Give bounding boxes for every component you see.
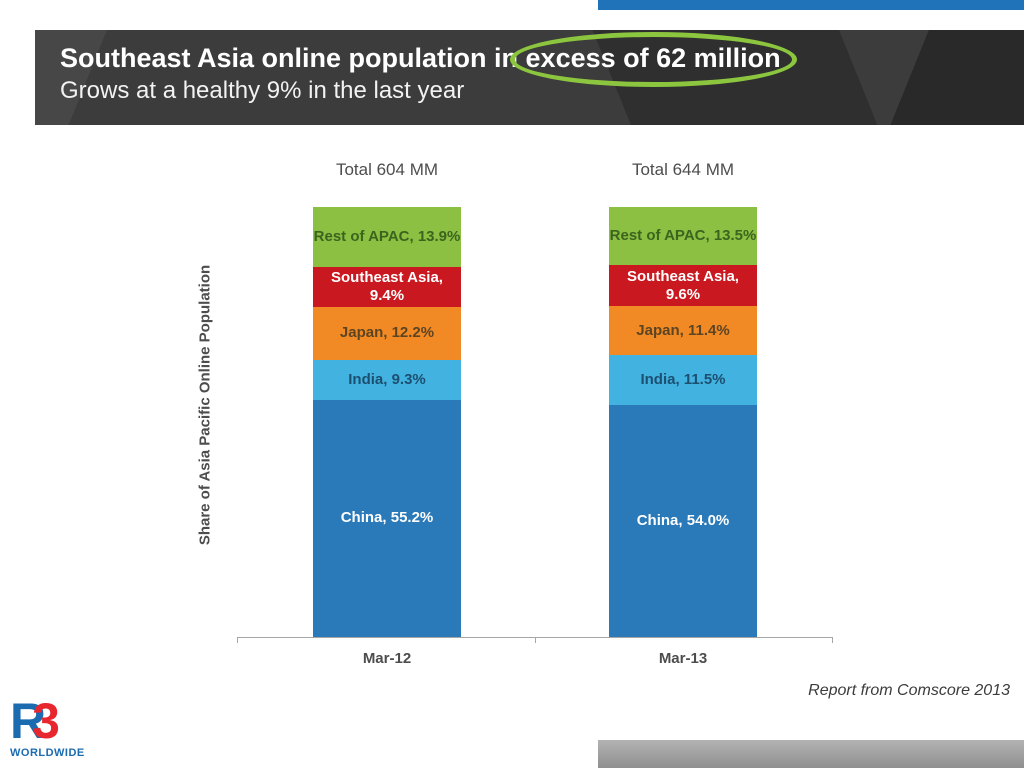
bar-segment-label: India, 9.3% [348,370,426,388]
slide-title-highlight: excess of 62 million [509,32,797,88]
bar-segment-southeast-asia: Southeast Asia, 9.4% [313,266,461,308]
x-axis-tick [832,637,833,643]
slide-title: Southeast Asia online population in exce… [60,32,1024,88]
bar-segment-china: China, 54.0% [609,404,757,637]
bar-column-mar-13: Total 644 MM Rest of APAC, 13.5% Southeast… [609,160,757,667]
bar-segment-label: Southeast Asia, 9.4% [331,268,443,304]
bar-segment-rest-of-apac: Rest of APAC, 13.5% [609,207,757,266]
bar-segment-india: India, 11.5% [609,355,757,405]
x-axis-tick [237,637,238,643]
logo-digit-3: 3 [32,693,60,749]
bar-segment-label: China, 54.0% [636,511,730,529]
logo-caption: WORLDWIDE [10,746,85,759]
bar-segment-label: Japan, 11.4% [636,321,730,339]
x-axis-category-label: Mar-12 [362,650,412,667]
stacked-bar: Rest of APAC, 13.9% Southeast Asia, 9.4% J… [313,207,461,637]
bar-segment-label: China, 55.2% [340,509,434,527]
slide-subtitle: Grows at a healthy 9% in the last year [60,77,465,105]
bar-segment-india: India, 9.3% [313,359,461,400]
chart-area: Total 604 MM Rest of APAC, 13.9% Southeast… [313,160,757,667]
bar-segment-label: India, 11.5% [640,371,726,389]
company-logo: R3 WORLDWIDE [10,696,120,759]
bottom-accent-bar [598,740,1024,768]
slide-header: Southeast Asia online population in exce… [35,30,1024,125]
logo-letter-r: R [10,693,46,749]
bar-column-mar-12: Total 604 MM Rest of APAC, 13.9% Southeast… [313,160,461,667]
stacked-bar: Rest of APAC, 13.5% Southeast Asia, 9.6% J… [609,207,757,637]
slide-title-prefix: Southeast Asia online population in [60,43,519,73]
bar-segment-rest-of-apac: Rest of APAC, 13.9% [313,207,461,267]
source-note: Report from Comscore 2013 [808,682,1010,699]
bar-segment-label: Rest of APAC, 13.9% [313,227,461,245]
bar-total-label: Total 644 MM [631,160,735,179]
bar-segment-southeast-asia: Southeast Asia, 9.6% [609,265,757,307]
y-axis-label: Share of Asia Pacific Online Population [196,264,214,546]
bar-segment-japan: Japan, 11.4% [609,306,757,356]
bar-segment-label: Rest of APAC, 13.5% [609,227,757,245]
x-axis-category-label: Mar-13 [658,650,708,667]
bar-segment-china: China, 55.2% [313,399,461,637]
top-accent-bar [598,0,1024,10]
bar-segment-japan: Japan, 12.2% [313,307,461,360]
x-axis-tick [535,637,536,643]
bar-segment-label: Japan, 12.2% [339,324,435,342]
logo-mark: R3 [10,696,120,746]
bar-total-label: Total 604 MM [335,160,439,179]
bar-segment-label: Southeast Asia, 9.6% [627,267,739,303]
